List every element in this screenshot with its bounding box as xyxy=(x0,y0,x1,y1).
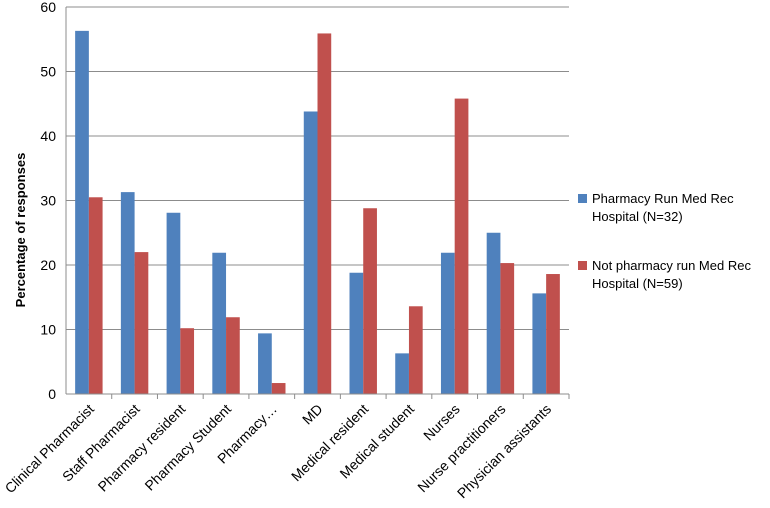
legend: Pharmacy Run Med Rec Hospital (N=32) Not… xyxy=(578,190,768,293)
bar-pharmacy-run xyxy=(212,252,227,394)
bar-pharmacy-run xyxy=(349,272,364,394)
bar-not-pharmacy-run xyxy=(317,33,332,394)
bar-not-pharmacy-run xyxy=(134,252,149,394)
x-tick-label: Pharmacy Student xyxy=(141,401,234,494)
bar-pharmacy-run xyxy=(532,293,547,394)
x-tick-label: Nurses xyxy=(420,401,463,444)
bar-not-pharmacy-run xyxy=(408,306,423,394)
bar-not-pharmacy-run xyxy=(180,328,195,394)
y-axis-label: Percentage of responses xyxy=(13,153,28,308)
x-tick-label: Staff Pharmacist xyxy=(59,401,143,485)
legend-item-not-pharmacy-run: Not pharmacy run Med Rec Hospital (N=59) xyxy=(578,257,768,293)
y-tick-label: 10 xyxy=(40,322,56,338)
y-tick-label: 40 xyxy=(40,128,56,144)
bar-pharmacy-run xyxy=(486,232,501,394)
bar-not-pharmacy-run xyxy=(88,197,103,394)
bars xyxy=(75,30,560,395)
bar-pharmacy-run xyxy=(395,353,409,394)
bar-pharmacy-run xyxy=(440,252,455,394)
legend-label: Pharmacy Run Med Rec Hospital (N=32) xyxy=(592,191,734,224)
y-tick-labels: 0 10 20 30 40 50 60 xyxy=(40,0,56,402)
bar-pharmacy-run xyxy=(303,111,318,395)
bar-not-pharmacy-run xyxy=(271,383,286,394)
y-tick-label: 0 xyxy=(48,386,56,402)
y-tick-label: 60 xyxy=(40,0,56,15)
y-tick-label: 30 xyxy=(40,193,56,209)
legend-label: Not pharmacy run Med Rec Hospital (N=59) xyxy=(592,258,751,291)
bar-pharmacy-run xyxy=(75,30,89,395)
bar-not-pharmacy-run xyxy=(363,208,377,394)
bar-pharmacy-run xyxy=(258,333,272,394)
x-tick-label: Pharmacy resident xyxy=(95,401,189,495)
bar-not-pharmacy-run xyxy=(454,98,469,394)
bar-not-pharmacy-run xyxy=(500,263,515,394)
legend-swatch xyxy=(578,261,587,270)
bar-not-pharmacy-run xyxy=(546,274,560,394)
axes xyxy=(65,7,570,399)
bar-pharmacy-run xyxy=(120,192,135,394)
x-tick-label: MD xyxy=(299,401,326,428)
legend-swatch xyxy=(578,194,587,203)
y-tick-label: 20 xyxy=(40,257,56,273)
bar-pharmacy-run xyxy=(166,212,181,394)
y-tick-label: 50 xyxy=(40,64,56,80)
bar-not-pharmacy-run xyxy=(226,317,240,394)
legend-item-pharmacy-run: Pharmacy Run Med Rec Hospital (N=32) xyxy=(578,190,768,226)
